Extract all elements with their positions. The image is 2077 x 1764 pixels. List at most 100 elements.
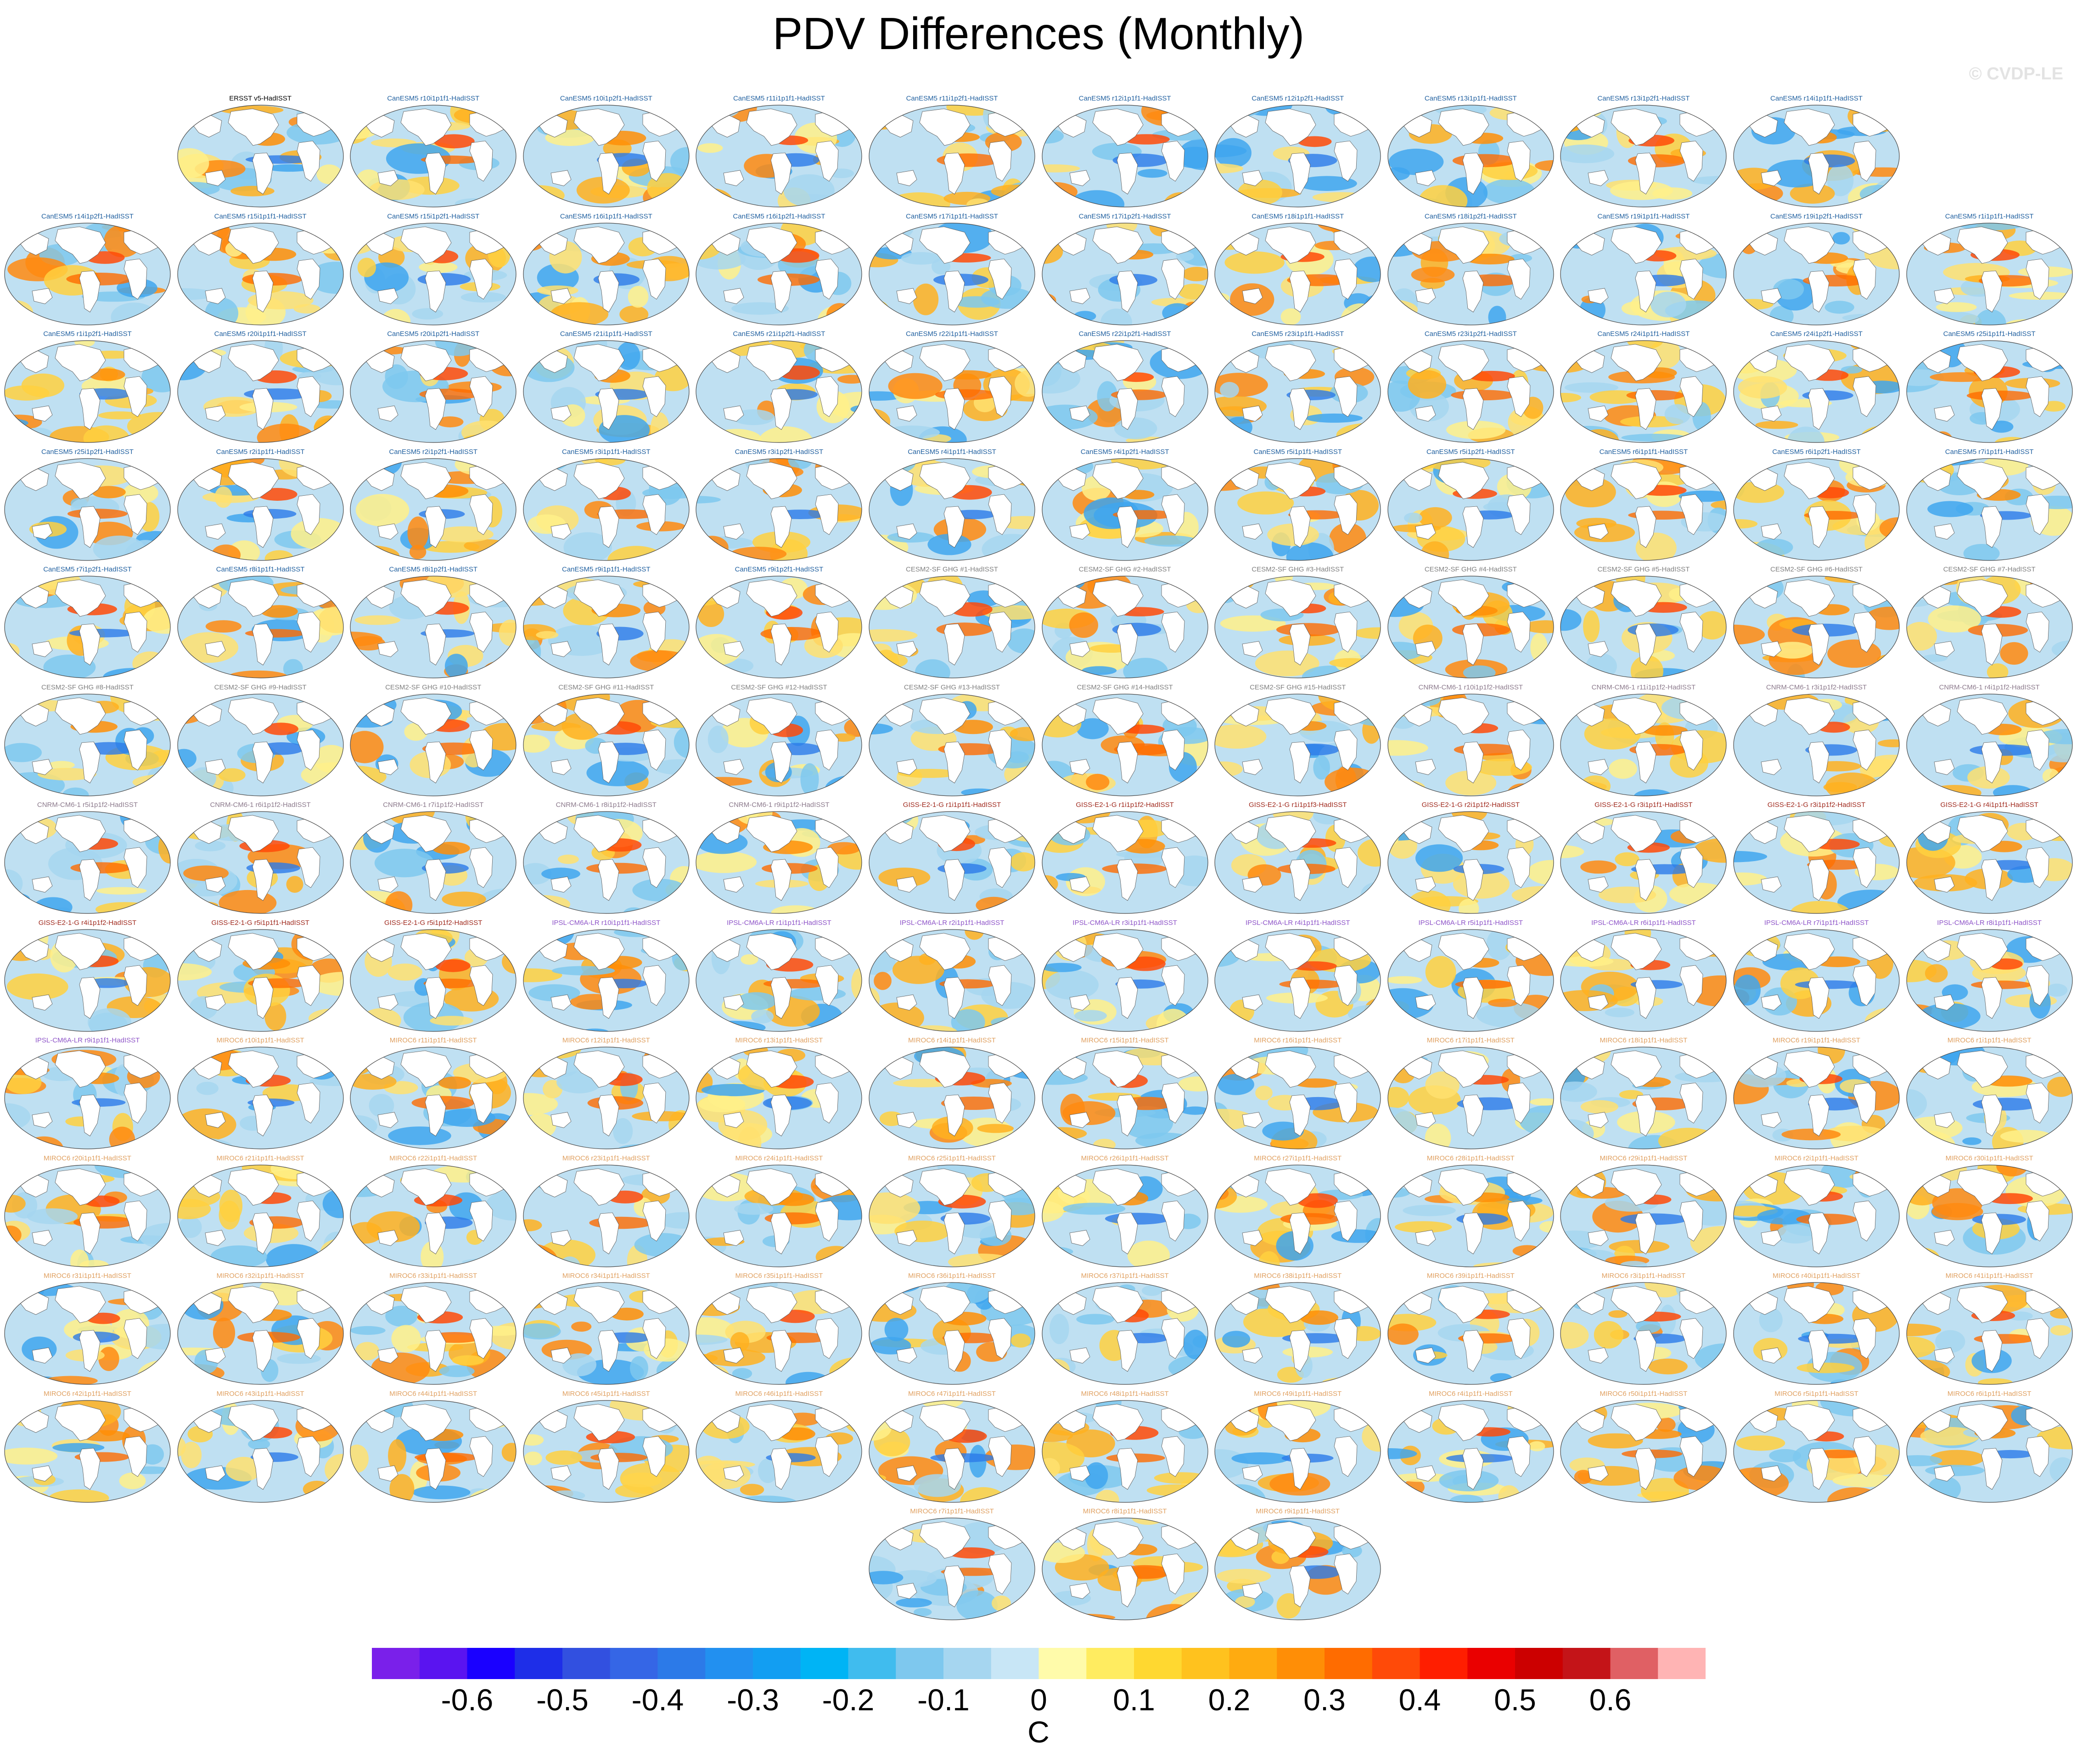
global-sst-map — [523, 340, 690, 443]
map-panel: GISS-E2-1-G r3i1p1f1-HadISST — [1560, 801, 1727, 915]
panel-label: CanESM5 r12i1p2f1-HadISST — [1252, 95, 1344, 102]
global-sst-map — [1214, 693, 1381, 796]
global-sst-map — [1214, 1047, 1381, 1149]
panel-label: MIROC6 r5i1p1f1-HadISST — [1774, 1389, 1858, 1398]
map-panel: CanESM5 r24i1p1f1-HadISST — [1560, 330, 1727, 444]
global-sst-map — [177, 105, 344, 207]
panel-label: CanESM5 r6i1p1f1-HadISST — [1599, 448, 1688, 456]
map-panel: CanESM5 r16i1p1f1-HadISST — [522, 212, 690, 327]
panel-label: CanESM5 r3i1p2f1-HadISST — [735, 448, 824, 456]
global-sst-map — [4, 1400, 171, 1503]
global-sst-map — [1733, 458, 1900, 561]
panel-label: CanESM5 r17i1p1f1-HadISST — [906, 212, 998, 220]
map-panel: CNRM-CM6-1 r6i1p1f2-HadISST — [177, 801, 344, 915]
map-panel: CESM2-SF GHG #2-HadISST — [1041, 565, 1209, 680]
map-panel: GISS-E2-1-G r5i1p1f2-HadISST — [349, 918, 517, 1033]
panel-label: CanESM5 r18i1p1f1-HadISST — [1252, 212, 1344, 220]
panel-label: IPSL-CM6A-LR r7i1p1f1-HadISST — [1764, 918, 1869, 927]
global-sst-map — [1560, 1164, 1727, 1267]
map-panel: ERSST v5-HadISST — [177, 94, 344, 209]
global-sst-map — [1214, 1282, 1381, 1385]
panel-label: MIROC6 r7i1p1f1-HadISST — [910, 1507, 994, 1515]
map-panel: MIROC6 r21i1p1f1-HadISST — [177, 1154, 344, 1269]
map-panel: CanESM5 r12i1p1f1-HadISST — [1041, 94, 1209, 209]
global-sst-map — [1041, 929, 1208, 1032]
global-sst-map — [869, 1518, 1035, 1620]
map-panel: MIROC6 r29i1p1f1-HadISST — [1560, 1154, 1727, 1269]
global-sst-map — [1041, 458, 1208, 561]
panel-label: MIROC6 r17i1p1f1-HadISST — [1426, 1036, 1515, 1044]
panel-label: CESM2-SF GHG #10-HadISST — [385, 683, 482, 691]
global-sst-map — [1733, 105, 1900, 207]
global-sst-map — [1387, 576, 1554, 678]
global-sst-map — [1387, 929, 1554, 1032]
panel-label: CESM2-SF GHG #15-HadISST — [1250, 683, 1346, 691]
panel-label: MIROC6 r3i1p1f1-HadISST — [1601, 1272, 1686, 1280]
watermark: © CVDP-LE — [1969, 64, 2063, 84]
global-sst-map — [4, 929, 171, 1032]
global-sst-map — [1041, 1164, 1208, 1267]
panel-label: CESM2-SF GHG #9-HadISST — [214, 683, 307, 691]
global-sst-map — [1906, 458, 2073, 561]
global-sst-map — [177, 811, 344, 914]
panel-label: CanESM5 r25i1p2f1-HadISST — [41, 448, 134, 456]
panel-label: IPSL-CM6A-LR r4i1p1f1-HadISST — [1245, 918, 1350, 927]
panel-label: CanESM5 r9i1p2f1-HadISST — [735, 566, 824, 573]
panel-label: MIROC6 r39i1p1f1-HadISST — [1426, 1272, 1515, 1280]
panel-label: MIROC6 r18i1p1f1-HadISST — [1600, 1036, 1688, 1044]
global-sst-map — [177, 222, 344, 325]
global-sst-map — [177, 458, 344, 561]
panel-label: GISS-E2-1-G r5i1p1f1-HadISST — [211, 918, 309, 927]
global-sst-map — [1214, 576, 1381, 678]
panel-label: CanESM5 r16i1p1f1-HadISST — [560, 212, 652, 220]
map-panel: CanESM5 r6i1p1f1-HadISST — [1560, 448, 1727, 562]
panel-label: CNRM-CM6-1 r8i1p1f2-HadISST — [556, 801, 657, 809]
colorbar-swatch — [800, 1648, 848, 1679]
map-panel: MIROC6 r38i1p1f1-HadISST — [1214, 1271, 1381, 1386]
map-panel: MIROC6 r2i1p1f1-HadISST — [1733, 1154, 1900, 1269]
map-panel: MIROC6 r50i1p1f1-HadISST — [1560, 1389, 1727, 1504]
map-panel: MIROC6 r14i1p1f1-HadISST — [868, 1036, 1036, 1151]
map-panel: MIROC6 r16i1p1f1-HadISST — [1214, 1036, 1381, 1151]
map-panel: CanESM5 r18i1p2f1-HadISST — [1387, 212, 1555, 327]
map-panel: MIROC6 r28i1p1f1-HadISST — [1387, 1154, 1555, 1269]
map-panel: CESM2-SF GHG #1-HadISST — [868, 565, 1036, 680]
map-panel: CanESM5 r3i1p2f1-HadISST — [695, 448, 863, 562]
global-sst-map — [177, 929, 344, 1032]
map-panel: MIROC6 r3i1p1f1-HadISST — [1560, 1271, 1727, 1386]
map-panel: MIROC6 r18i1p1f1-HadISST — [1560, 1036, 1727, 1151]
global-sst-map — [696, 929, 862, 1032]
global-sst-map — [1387, 1400, 1554, 1503]
global-sst-map — [1906, 1282, 2073, 1385]
global-sst-map — [1041, 340, 1208, 443]
panel-label: CanESM5 r4i1p1f1-HadISST — [908, 448, 996, 456]
map-panel: CanESM5 r7i1p2f1-HadISST — [4, 565, 171, 680]
map-panel: CanESM5 r6i1p2f1-HadISST — [1733, 448, 1900, 562]
global-sst-map — [350, 1164, 516, 1267]
global-sst-map — [350, 105, 516, 207]
map-panel: MIROC6 r46i1p1f1-HadISST — [695, 1389, 863, 1504]
map-panel: CanESM5 r21i1p2f1-HadISST — [695, 330, 863, 444]
global-sst-map — [1560, 1400, 1727, 1503]
panel-label: CanESM5 r7i1p1f1-HadISST — [1945, 448, 2034, 456]
map-panel: CanESM5 r15i1p2f1-HadISST — [349, 212, 517, 327]
map-panel: MIROC6 r25i1p1f1-HadISST — [868, 1154, 1036, 1269]
map-panel: MIROC6 r19i1p1f1-HadISST — [1733, 1036, 1900, 1151]
panel-label: CNRM-CM6-1 r10i1p1f2-HadISST — [1418, 683, 1523, 691]
map-panel: CNRM-CM6-1 r5i1p1f2-HadISST — [4, 801, 171, 915]
panel-label: MIROC6 r49i1p1f1-HadISST — [1254, 1389, 1342, 1398]
map-panel: CanESM5 r14i1p2f1-HadISST — [4, 212, 171, 327]
panel-label: GISS-E2-1-G r1i1p1f1-HadISST — [903, 801, 1001, 809]
global-sst-map — [4, 1047, 171, 1149]
colorbar-swatch — [1086, 1648, 1134, 1679]
panel-label: CESM2-SF GHG #1-HadISST — [906, 566, 998, 573]
map-panel: CanESM5 r17i1p1f1-HadISST — [868, 212, 1036, 327]
map-panel: MIROC6 r13i1p1f1-HadISST — [695, 1036, 863, 1151]
colorbar-tick-label: 0 — [1030, 1683, 1047, 1717]
global-sst-map — [523, 811, 690, 914]
panel-label: MIROC6 r35i1p1f1-HadISST — [735, 1272, 823, 1280]
panel-label: MIROC6 r15i1p1f1-HadISST — [1081, 1036, 1169, 1044]
map-panel: CESM2-SF GHG #3-HadISST — [1214, 565, 1381, 680]
global-sst-map — [1733, 1047, 1900, 1149]
panel-label: CNRM-CM6-1 r5i1p1f2-HadISST — [37, 801, 138, 809]
